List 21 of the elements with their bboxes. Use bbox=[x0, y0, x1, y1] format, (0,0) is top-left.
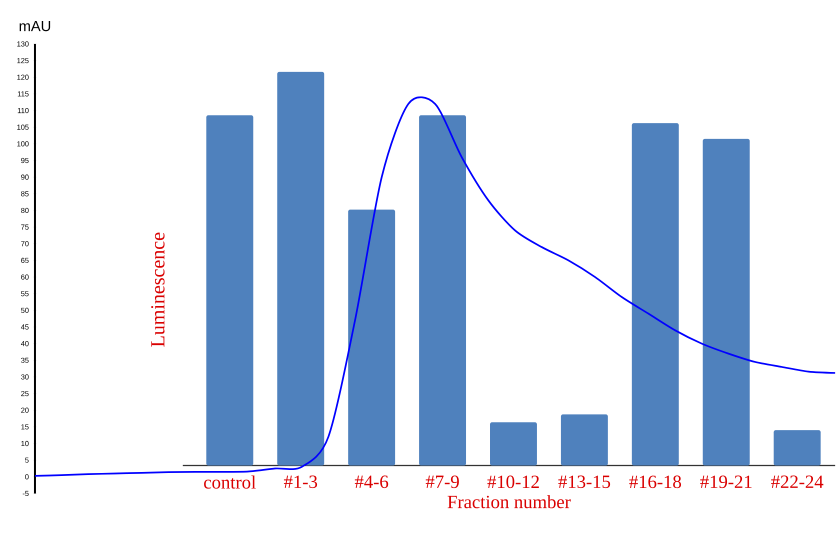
bar bbox=[560, 414, 608, 466]
bar bbox=[490, 422, 537, 466]
bar bbox=[702, 138, 750, 466]
bar bbox=[632, 122, 679, 466]
bar bbox=[774, 430, 821, 466]
bar bbox=[348, 209, 396, 466]
x-tick-label: #16-18 bbox=[629, 475, 682, 488]
x-tick-label: #22-24 bbox=[771, 475, 824, 488]
x-axis-title: Fraction number bbox=[448, 494, 571, 508]
x-tick-label: control bbox=[204, 475, 256, 488]
bar bbox=[419, 114, 466, 466]
bar bbox=[277, 72, 324, 466]
y-axis-title: mAU bbox=[20, 20, 50, 32]
x-tick-label: #13-15 bbox=[558, 475, 610, 488]
bar bbox=[206, 114, 254, 466]
x-tick-label: #1-3 bbox=[284, 475, 318, 488]
x-tick-label: #4-6 bbox=[354, 475, 388, 488]
x-tick-label: #7-9 bbox=[426, 475, 459, 488]
x-tick-label: #10-12 bbox=[487, 475, 539, 488]
y-axis-title: Luminescence bbox=[151, 232, 165, 347]
x-tick-label: #19-21 bbox=[700, 475, 752, 488]
